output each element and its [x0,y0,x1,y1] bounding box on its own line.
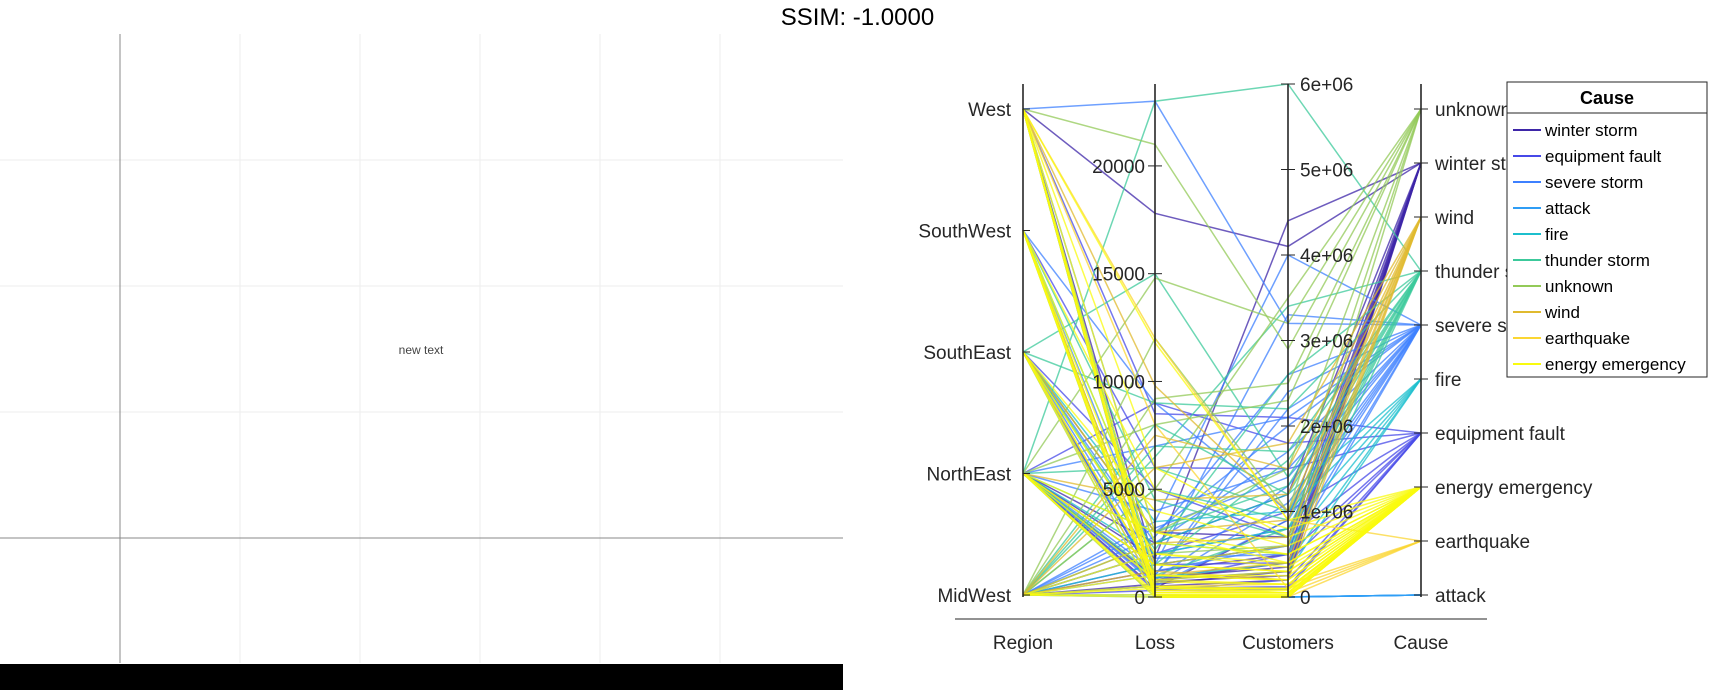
region-tick-label-midwest: MidWest [937,586,1011,607]
polyline-fire [1022,378,1422,555]
legend-entry-energy-emergency: energy emergency [1545,355,1686,374]
customers-tick-label: 0 [1300,588,1311,609]
polylines [1022,83,1422,598]
region-tick-label-west: West [968,100,1012,121]
polyline-earthquake [1022,108,1422,590]
polyline-energy-emergency [1022,486,1422,596]
polyline-severe-storm [1022,100,1422,326]
polyline-thunder-storm [1022,270,1422,479]
grid-lines [0,34,843,663]
cause-tick-label-attack: attack [1435,586,1486,607]
polyline-energy-emergency [1022,472,1422,585]
polyline-wind [1022,216,1422,534]
loss-tick-label: 10000 [1092,372,1145,393]
polyline-thunder-storm [1022,230,1422,538]
coordinate-label-customers: Customers [1242,633,1334,654]
legend-entry-winter-storm: winter storm [1544,121,1638,140]
region-tick-label-southwest: SouthWest [918,222,1011,243]
polyline-energy-emergency [1022,486,1422,596]
legend-entry-equipment-fault: equipment fault [1545,147,1662,166]
legend-entry-wind: wind [1544,303,1580,322]
polyline-unknown [1022,108,1422,351]
polyline-energy-emergency [1022,351,1422,547]
polyline-unknown [1022,108,1422,475]
polyline-energy-emergency [1022,486,1422,596]
polyline-fire [1022,351,1422,523]
polyline-wind [1022,216,1422,596]
legend-title: Cause [1580,88,1634,108]
legend-entry-severe-storm: severe storm [1545,173,1643,192]
figure-title: SSIM: -1.0000 [780,4,935,31]
polyline-severe-storm [1022,230,1422,559]
loss-tick-label: 0 [1134,588,1145,609]
loss-tick-label: 20000 [1092,157,1145,178]
loss-tick-label: 5000 [1103,480,1145,501]
polyline-unknown [1022,108,1422,596]
loss-tick-label: 15000 [1092,265,1145,286]
customers-tick-label: 1e+06 [1300,503,1353,524]
polyline-energy-emergency [1022,351,1422,577]
legend: Cause winter storm equipment fault severe s… [1506,81,1708,378]
region-tick-label-southeast: SouthEast [923,343,1011,364]
cause-tick-label-wind: wind [1434,208,1474,229]
cause-tick-label-earthquake: earthquake [1435,532,1530,553]
coordinate-label-cause: Cause [1394,633,1449,654]
polyline-energy-emergency [1022,108,1422,538]
polyline-wind [1022,216,1422,501]
polyline-severe-storm [1022,314,1422,567]
cause-tick-label-energy-emergency: energy emergency [1435,478,1593,499]
customers-tick-label: 3e+06 [1300,332,1353,353]
customers-tick-label: 2e+06 [1300,417,1353,438]
polyline-energy-emergency [1022,108,1422,521]
legend-box [1506,81,1708,378]
empty-plot-canvas: new text [0,34,843,663]
polyline-energy-emergency [1022,486,1422,596]
legend-entry-unknown: unknown [1545,277,1613,296]
legend-entry-earthquake: earthquake [1545,329,1630,348]
customers-tick-label: 5e+06 [1300,161,1353,182]
polyline-wind [1022,108,1422,513]
legend-entry-attack: attack [1545,199,1591,218]
customers-tick-label: 6e+06 [1300,75,1353,96]
customers-tick-label: 4e+06 [1300,246,1353,267]
legend-entry-fire: fire [1545,225,1569,244]
polyline-severe-storm [1022,230,1422,513]
polyline-thunder-storm [1022,270,1422,410]
polyline-winter-storm [1022,108,1422,248]
cause-tick-label-unknown: unknown [1435,100,1511,121]
cause-tick-label-equipment-fault: equipment fault [1435,424,1566,445]
polyline-equipment-fault [1022,108,1422,434]
polyline-thunder-storm [1022,270,1422,551]
polyline-energy-emergency [1022,230,1422,530]
polyline-wind [1022,216,1422,596]
coordinate-label-region: Region [993,633,1053,654]
region-tick-label-northeast: NorthEast [927,465,1012,486]
polyline-unknown [1022,108,1422,474]
polyline-wind [1022,216,1422,596]
polyline-unknown [1022,108,1422,596]
polyline-energy-emergency [1022,351,1422,564]
polyline-energy-emergency [1022,472,1422,573]
empty-plot-panel: new text [0,34,843,663]
polyline-energy-emergency [1022,230,1422,597]
legend-entry-thunder-storm: thunder storm [1545,251,1650,270]
black-bar [0,664,843,690]
coordinate-label-loss: Loss [1135,633,1175,654]
polyline-unknown [1022,108,1422,596]
cause-tick-label-fire: fire [1435,370,1461,391]
polyline-equipment-fault [1022,402,1422,475]
placeholder-text: new text [399,343,444,357]
polyline-energy-emergency [1022,472,1422,556]
